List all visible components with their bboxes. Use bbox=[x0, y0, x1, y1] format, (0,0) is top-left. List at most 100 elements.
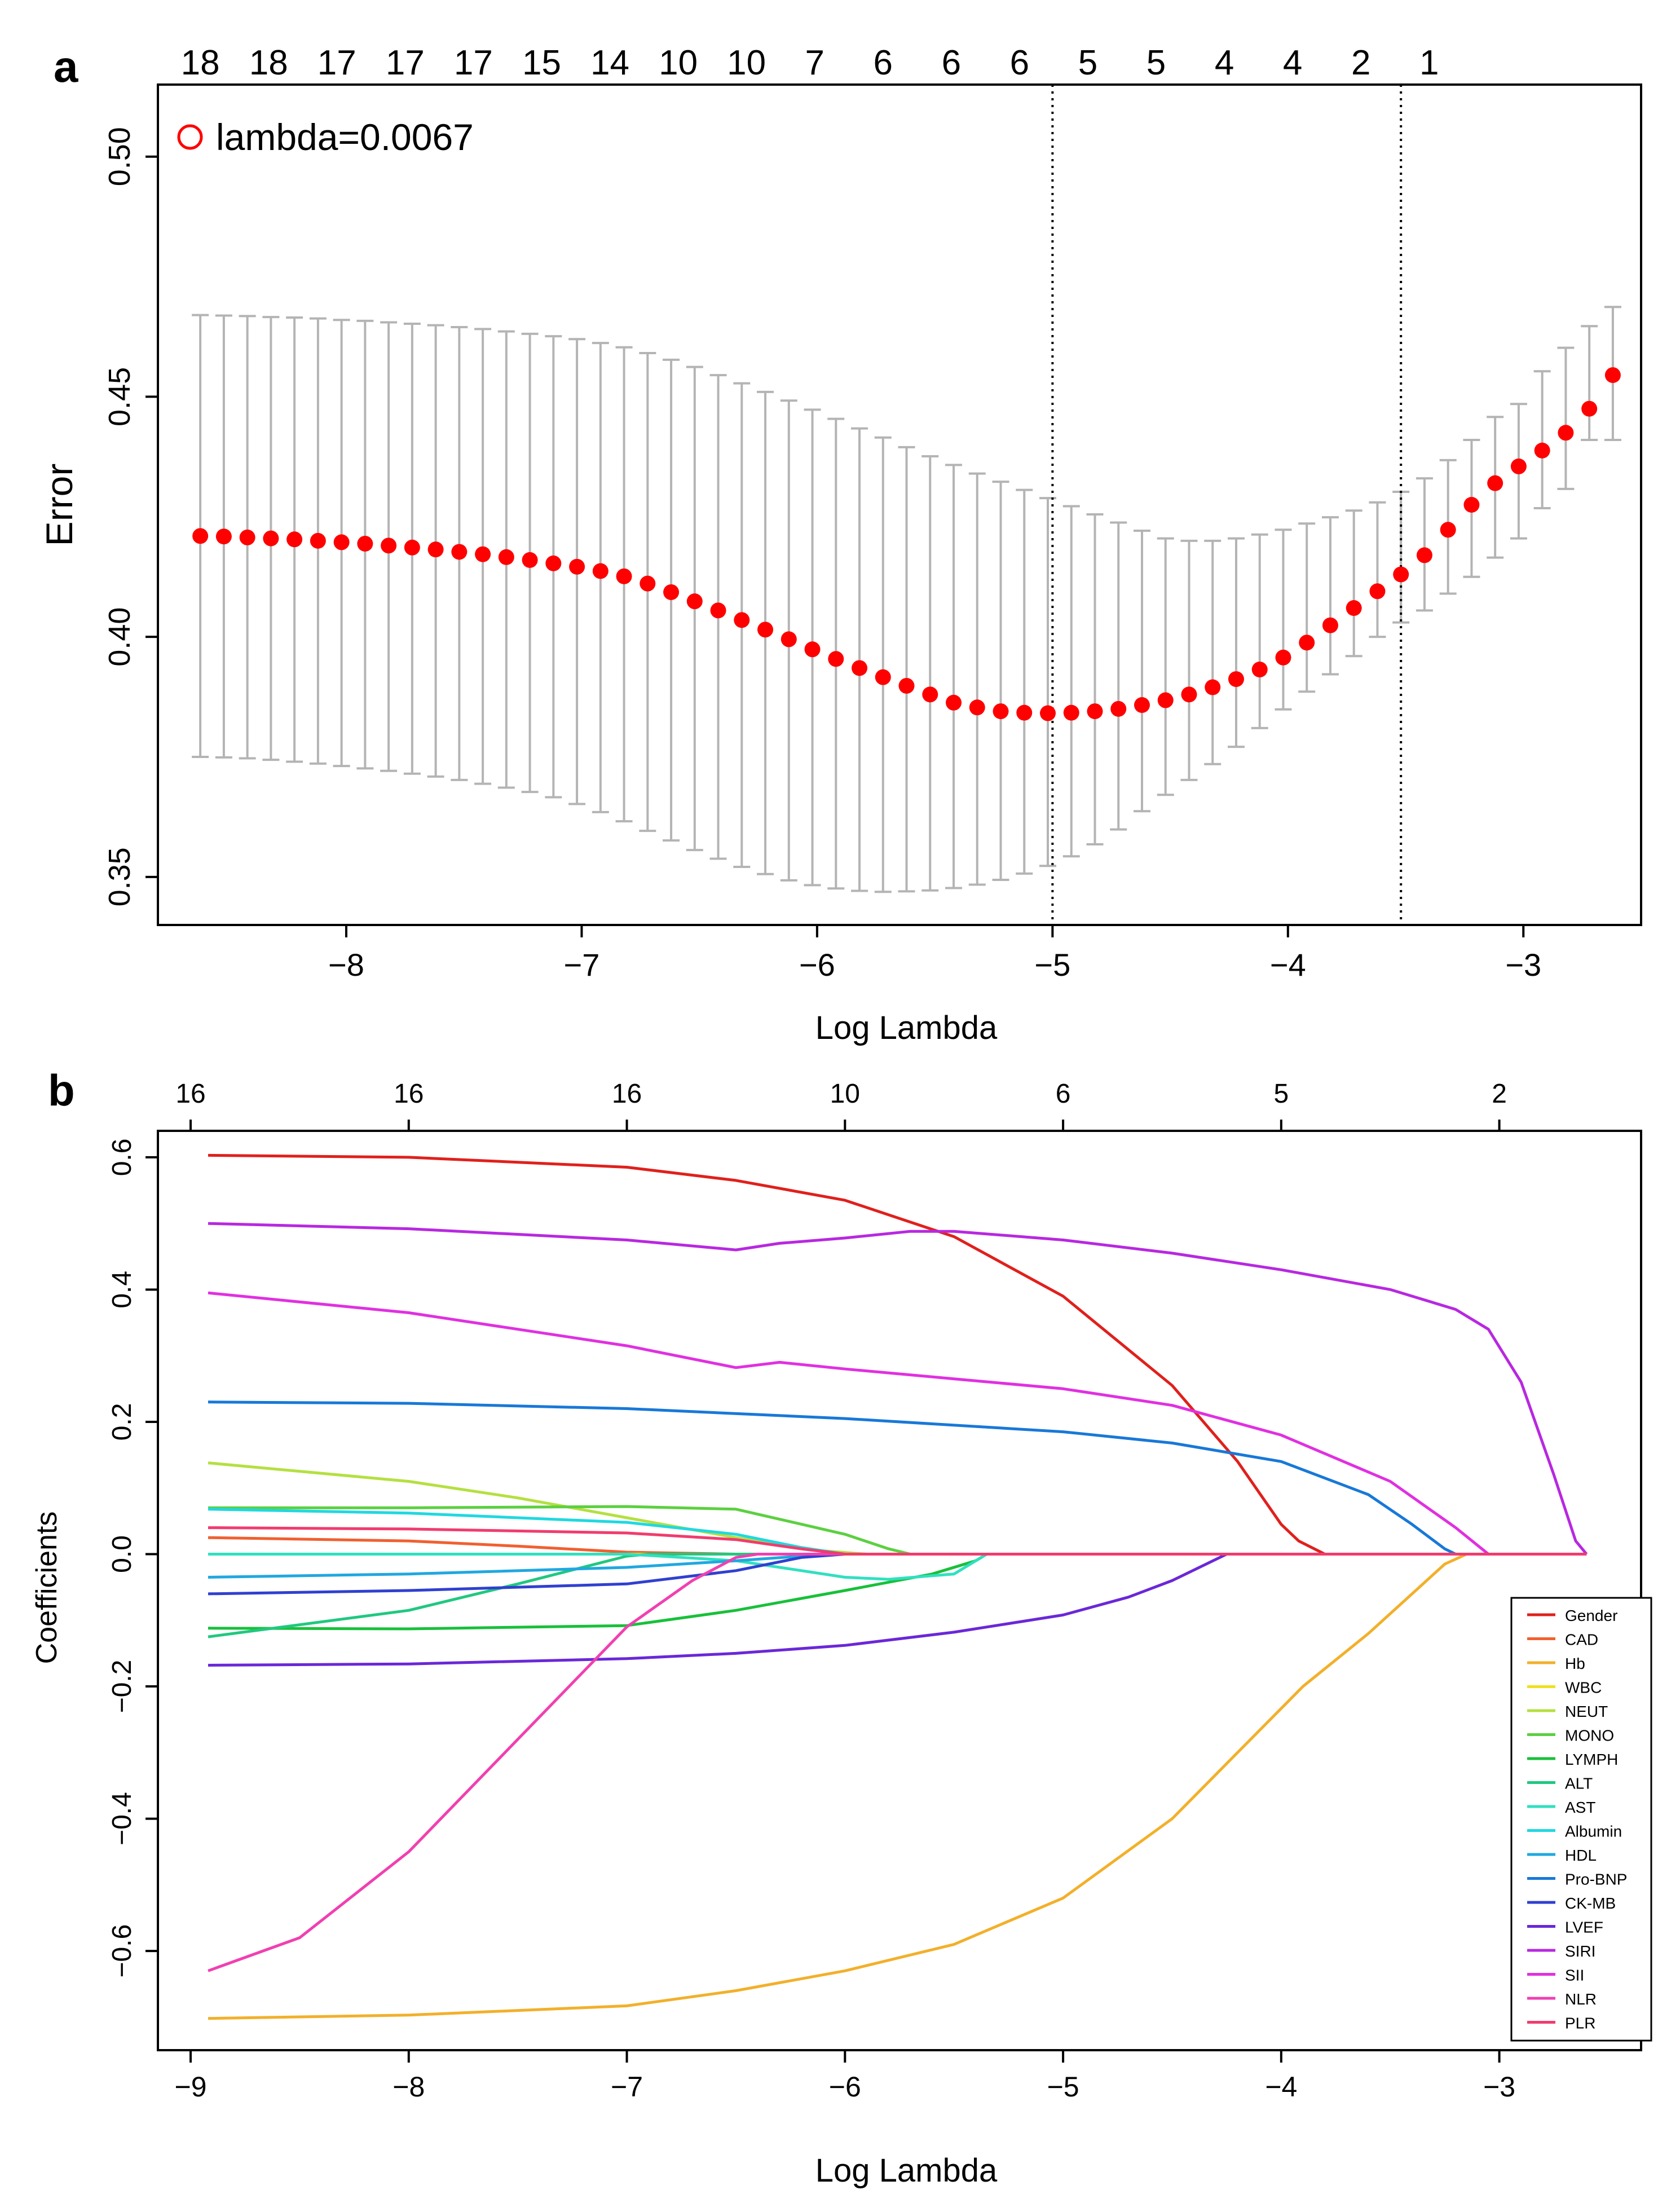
top-count-label: 6 bbox=[942, 43, 961, 82]
error-point bbox=[333, 534, 350, 550]
error-point bbox=[263, 530, 279, 547]
legend-box bbox=[1510, 1597, 1652, 2042]
x-tick-label: −3 bbox=[1483, 2071, 1515, 2103]
error-point bbox=[663, 584, 680, 600]
panel-a-y-axis-title: Error bbox=[38, 464, 80, 547]
error-point bbox=[1040, 705, 1056, 721]
coef-line-ast bbox=[208, 1553, 1587, 1581]
error-point bbox=[310, 532, 326, 549]
coef-line-hb bbox=[208, 1553, 1587, 2020]
coef-line-lvef bbox=[208, 1553, 1587, 1667]
y-tick-label: 0.50 bbox=[103, 127, 136, 186]
error-point bbox=[1604, 367, 1621, 384]
error-point bbox=[1440, 522, 1456, 538]
legend-label: SIRI bbox=[1565, 1942, 1595, 1960]
panel-a: a −8 −7 −6 −5 −4 −3 0.350.400.450.50 18 18 17 17… bbox=[38, 42, 1642, 1046]
panel-a-x-axis: −8 −7 −6 −5 −4 −3 bbox=[328, 925, 1541, 983]
error-point bbox=[475, 546, 491, 562]
error-point bbox=[875, 669, 891, 685]
legend-label: LVEF bbox=[1565, 1919, 1603, 1936]
error-point bbox=[1181, 686, 1197, 703]
error-point bbox=[404, 539, 420, 556]
legend-label: HDL bbox=[1565, 1847, 1597, 1864]
y-tick-label: 0.35 bbox=[103, 847, 136, 906]
error-point bbox=[1487, 475, 1503, 491]
panel-a-legend: lambda=0.0067 bbox=[177, 116, 474, 158]
legend-label: PLR bbox=[1565, 2015, 1595, 2032]
error-point bbox=[427, 541, 444, 558]
x-tick-label: −7 bbox=[563, 947, 599, 983]
x-tick-label: −8 bbox=[393, 2071, 425, 2103]
error-point bbox=[1416, 547, 1432, 563]
error-point bbox=[1581, 400, 1598, 417]
legend-marker-icon bbox=[177, 124, 203, 150]
panel-b-x-axis-title: Log Lambda bbox=[815, 2152, 998, 2189]
y-tick-label: 0.4 bbox=[107, 1271, 137, 1309]
panel-b-coefficient-lines bbox=[208, 1153, 1588, 2020]
panel-a-top-axis: 18 18 17 17 17 15 14 10 10 7 6 6 6 5 5 4 4 2 1 bbox=[181, 43, 1439, 82]
top-count-label: 5 bbox=[1078, 43, 1097, 82]
panel-a-points bbox=[192, 367, 1621, 721]
coef-line-gender bbox=[208, 1153, 1587, 1556]
top-count-label: 10 bbox=[727, 43, 766, 82]
top-count-label: 14 bbox=[590, 43, 629, 82]
error-point bbox=[781, 631, 797, 647]
error-point bbox=[946, 694, 962, 711]
coef-line-nlr bbox=[208, 1553, 1587, 1972]
error-point bbox=[757, 622, 774, 638]
error-point bbox=[451, 544, 468, 560]
error-point bbox=[686, 593, 703, 610]
error-point bbox=[1016, 704, 1033, 721]
panel-b-label: b bbox=[48, 1065, 75, 1115]
top-count-label: 10 bbox=[659, 43, 698, 82]
panel-b-top-axis: 16 16 16 10 6 5 2 bbox=[175, 1079, 1507, 1131]
top-count-label: 4 bbox=[1215, 43, 1234, 82]
top-count-label: 5 bbox=[1273, 1079, 1289, 1109]
top-count-label: 17 bbox=[318, 43, 356, 82]
coef-line-pro-bnp bbox=[208, 1400, 1587, 1556]
error-point bbox=[1134, 697, 1150, 713]
error-point bbox=[1063, 704, 1079, 721]
x-tick-label: −9 bbox=[175, 2071, 207, 2103]
error-point bbox=[922, 686, 938, 703]
top-count-label: 7 bbox=[805, 43, 824, 82]
error-point bbox=[1157, 692, 1174, 708]
legend-label: CK-MB bbox=[1565, 1895, 1616, 1912]
x-tick-label: −5 bbox=[1034, 947, 1070, 983]
coef-line-plr bbox=[208, 1526, 1587, 1556]
y-tick-label: −0.2 bbox=[107, 1660, 137, 1713]
top-count-label: 1 bbox=[1419, 43, 1439, 82]
error-point bbox=[828, 651, 844, 667]
y-tick-label: 0.6 bbox=[107, 1139, 137, 1177]
error-point bbox=[1110, 701, 1127, 717]
y-tick-label: 0.45 bbox=[103, 367, 136, 426]
error-point bbox=[616, 568, 632, 584]
legend-label: Albumin bbox=[1565, 1823, 1622, 1840]
legend-label: CAD bbox=[1565, 1631, 1598, 1649]
top-count-label: 6 bbox=[874, 43, 893, 82]
error-point bbox=[381, 538, 397, 554]
error-point bbox=[1275, 649, 1291, 666]
top-count-label: 2 bbox=[1492, 1079, 1507, 1109]
x-tick-label: −6 bbox=[799, 947, 835, 983]
legend-label: MONO bbox=[1565, 1727, 1614, 1744]
top-count-label: 5 bbox=[1147, 43, 1166, 82]
error-point bbox=[1534, 442, 1550, 459]
top-count-label: 15 bbox=[522, 43, 561, 82]
panel-b-plot-frame bbox=[157, 1130, 1642, 2051]
panel-a-reference-lines bbox=[1051, 85, 1403, 925]
top-count-label: 2 bbox=[1351, 43, 1370, 82]
legend-label: Hb bbox=[1565, 1655, 1585, 1672]
x-tick-label: −6 bbox=[829, 2071, 861, 2103]
legend-label: NEUT bbox=[1565, 1703, 1608, 1720]
panel-a-plot-frame bbox=[157, 83, 1642, 926]
panel-b: b −9 −8 −7 −6 −5 −4 −3 −0.6 −0.4 −0.2 0.0 0.2 0.4 0.… bbox=[30, 1065, 1652, 2189]
top-count-label: 4 bbox=[1283, 43, 1302, 82]
x-tick-label: −4 bbox=[1265, 2071, 1297, 2103]
y-tick-label: 0.40 bbox=[103, 607, 136, 667]
error-point bbox=[569, 558, 585, 575]
top-count-label: 6 bbox=[1056, 1079, 1071, 1109]
legend-label: Gender bbox=[1565, 1607, 1617, 1624]
error-point bbox=[1510, 458, 1527, 474]
